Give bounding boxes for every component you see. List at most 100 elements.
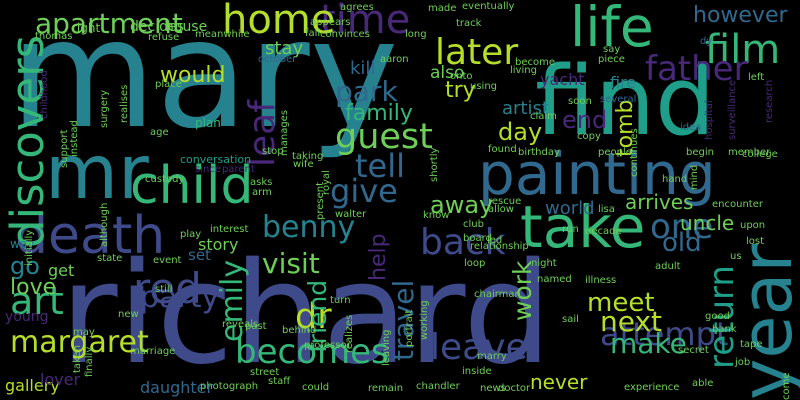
word-led: led [487,235,503,246]
word-news: news [480,383,506,394]
word-hand: hand [662,174,688,185]
word-benny: benny [262,210,356,245]
word-set: set [188,246,211,264]
word-death: death [15,206,166,266]
word-secret: secret [678,345,709,356]
word-relationship: relationship [470,241,529,252]
word-love: love [10,275,57,300]
word-good: good [705,311,730,322]
word-convinces: convinces [320,29,370,40]
word-portrait: portrait [404,309,415,347]
word-several: several [600,94,637,105]
word-story: story [198,235,239,254]
word-behind: behind [282,325,317,336]
word-lisa: lisa [598,204,615,215]
word-age: age [150,127,169,138]
word-plan: plan [195,116,221,130]
word-decides: decides [130,19,184,35]
word-taking: taking [292,151,324,162]
word-experience: experience [624,382,680,393]
word-professor: professor [304,340,351,351]
word-conversation: conversation [180,153,252,166]
word-fall: fall [305,28,321,39]
word-new: new [118,309,139,320]
word-lover: lover [40,370,81,389]
word-appears: appears [310,17,351,28]
word-lost: lost [746,236,765,247]
word-become: become [515,57,556,68]
word-help: help [366,233,391,281]
word-end: end [562,106,608,134]
word-may: may [73,327,95,338]
word-yacht: yacht [540,70,585,89]
word-eventually: eventually [462,1,515,12]
word-marry: marry [477,351,507,362]
word-hospital: hospital [704,100,715,140]
word-could: could [302,382,330,393]
word-realises: realises [119,84,130,123]
word-people: people [598,147,632,158]
word-next: next [600,305,663,338]
word-arm: arm [252,187,272,198]
word-find: find [535,47,716,157]
word-would: would [160,63,226,88]
word-surveillance: surveillance [727,79,738,140]
word-say: say [603,44,621,55]
word-becomes: becomes [235,332,389,372]
word-however: however [693,3,788,28]
word-visit: visit [262,247,320,280]
word-job: job [735,357,751,368]
word-asks: asks [250,177,273,188]
word-state: state [97,253,123,264]
word-guest: guest [335,117,433,157]
word-thomas: thomas [35,31,73,42]
word-custody: custody [145,174,185,185]
word-sail: sail [562,314,579,325]
word-reveals: reveals [222,319,259,330]
word-stop: stop [262,146,284,157]
word-arrives: arrives [625,190,694,214]
word-young: young [5,309,49,325]
word-old: old [662,228,702,258]
word-october: october [258,54,297,65]
word-long: long [405,29,427,40]
word-attempt: attempt [600,315,729,353]
word-copy: copy [577,131,601,142]
word-kill: kill [350,58,376,79]
word-photograph: photograph [200,381,259,392]
word-bank: bank [712,324,737,335]
word-know: know [423,210,450,221]
word-rescue: rescue [488,196,522,207]
word-named: named [537,274,572,285]
word-later: later [435,32,519,73]
word-past: past [245,321,267,332]
word-finally: finally [84,346,95,377]
word-get: get [48,261,75,280]
word-agrees: agrees [340,2,374,13]
word-onto: onto [450,71,473,82]
word-working: working [419,300,430,340]
word-initially: initially [24,229,35,266]
word-party: party [140,280,220,315]
word-uncle: uncle [680,211,735,235]
word-soon: soon [568,96,592,107]
word-decade: decade [585,226,622,237]
word-stay: stay [265,38,304,59]
word-loop: loop [464,258,486,269]
word-dy: dy [700,36,713,47]
word-found: found [488,144,517,155]
word-parent: parent [222,164,255,175]
word-take: take [520,193,646,261]
word-interest: interest [210,224,249,235]
word-turn: turn [330,295,351,306]
word-inside: inside [462,366,492,377]
word-idea: idea [680,122,702,133]
word-since: since [195,164,221,175]
word-track: track [456,18,482,29]
word-chairman: chairman [474,289,521,300]
word-apartment: apartment [35,7,183,40]
word-manages: manages [279,109,290,156]
word-surgery: surgery [99,89,110,128]
word-leave: leave [430,327,528,368]
